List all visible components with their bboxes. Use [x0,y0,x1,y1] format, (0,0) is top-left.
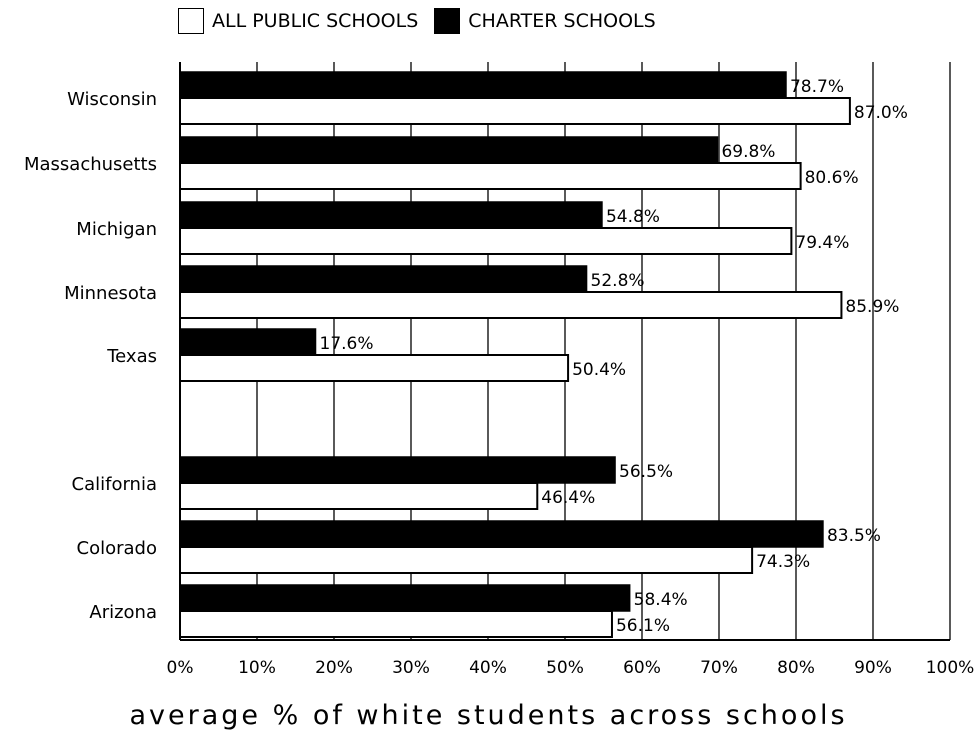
category-label: Texas [106,346,157,367]
bar-all-public [179,610,613,638]
bar-all-public [179,291,843,319]
bar-all-public [179,97,851,125]
x-tick-label: 70% [700,658,738,678]
bar-charter [179,136,719,164]
data-label-charter: 17.6% [320,334,374,354]
data-label-charter: 78.7% [790,77,844,97]
bar-charter [179,584,631,612]
bar-all-public [179,227,793,255]
category-label: Massachusetts [24,154,157,175]
data-label-all-public: 87.0% [854,103,908,123]
x-tick-label: 30% [392,658,430,678]
data-label-charter: 52.8% [591,271,645,291]
legend-label-charter: CHARTER SCHOOLS [468,10,656,32]
bar-charter [179,265,588,293]
data-label-charter: 56.5% [619,462,673,482]
data-label-all-public: 80.6% [805,168,859,188]
legend-item-all-public: ALL PUBLIC SCHOOLS [178,8,418,34]
data-label-all-public: 79.4% [795,233,849,253]
data-label-all-public: 85.9% [845,297,899,317]
bar-all-public [179,162,802,190]
data-label-all-public: 50.4% [572,360,626,380]
bar-charter [179,201,603,229]
x-tick-label: 60% [623,658,661,678]
bar-all-public [179,546,754,574]
legend-label-all-public: ALL PUBLIC SCHOOLS [212,10,419,32]
bar-charter [179,71,787,99]
data-label-all-public: 56.1% [616,616,670,636]
x-tick-label: 80% [777,658,815,678]
x-tick-label: 0% [167,658,194,678]
chart-legend: ALL PUBLIC SCHOOLS CHARTER SCHOOLS [178,8,672,34]
data-label-all-public: 46.4% [541,488,595,508]
category-label: Wisconsin [67,89,157,110]
category-label: Minnesota [64,283,157,304]
x-tick-label: 100% [926,658,975,678]
data-label-charter: 54.8% [606,207,660,227]
bar-all-public [179,482,539,510]
legend-swatch-charter [434,8,461,34]
bar-all-public [179,354,570,382]
data-label-charter: 69.8% [721,142,775,162]
legend-swatch-all-public [178,8,204,34]
x-axis-title: average % of white students across schoo… [129,700,848,731]
x-tick-label: 90% [854,658,892,678]
category-label: California [72,474,157,495]
x-tick-label: 40% [469,658,507,678]
legend-item-charter: CHARTER SCHOOLS [434,8,656,34]
data-label-charter: 83.5% [827,526,881,546]
category-label: Arizona [89,602,157,623]
data-label-charter: 58.4% [634,590,688,610]
category-label: Colorado [77,538,157,559]
x-tick-label: 50% [546,658,584,678]
x-tick-label: 10% [238,658,276,678]
bar-charter [179,456,616,484]
bar-charter [179,328,317,356]
category-label: Michigan [76,219,157,240]
bar-charter [179,520,824,548]
x-tick-label: 20% [315,658,353,678]
data-label-all-public: 74.3% [756,552,810,572]
